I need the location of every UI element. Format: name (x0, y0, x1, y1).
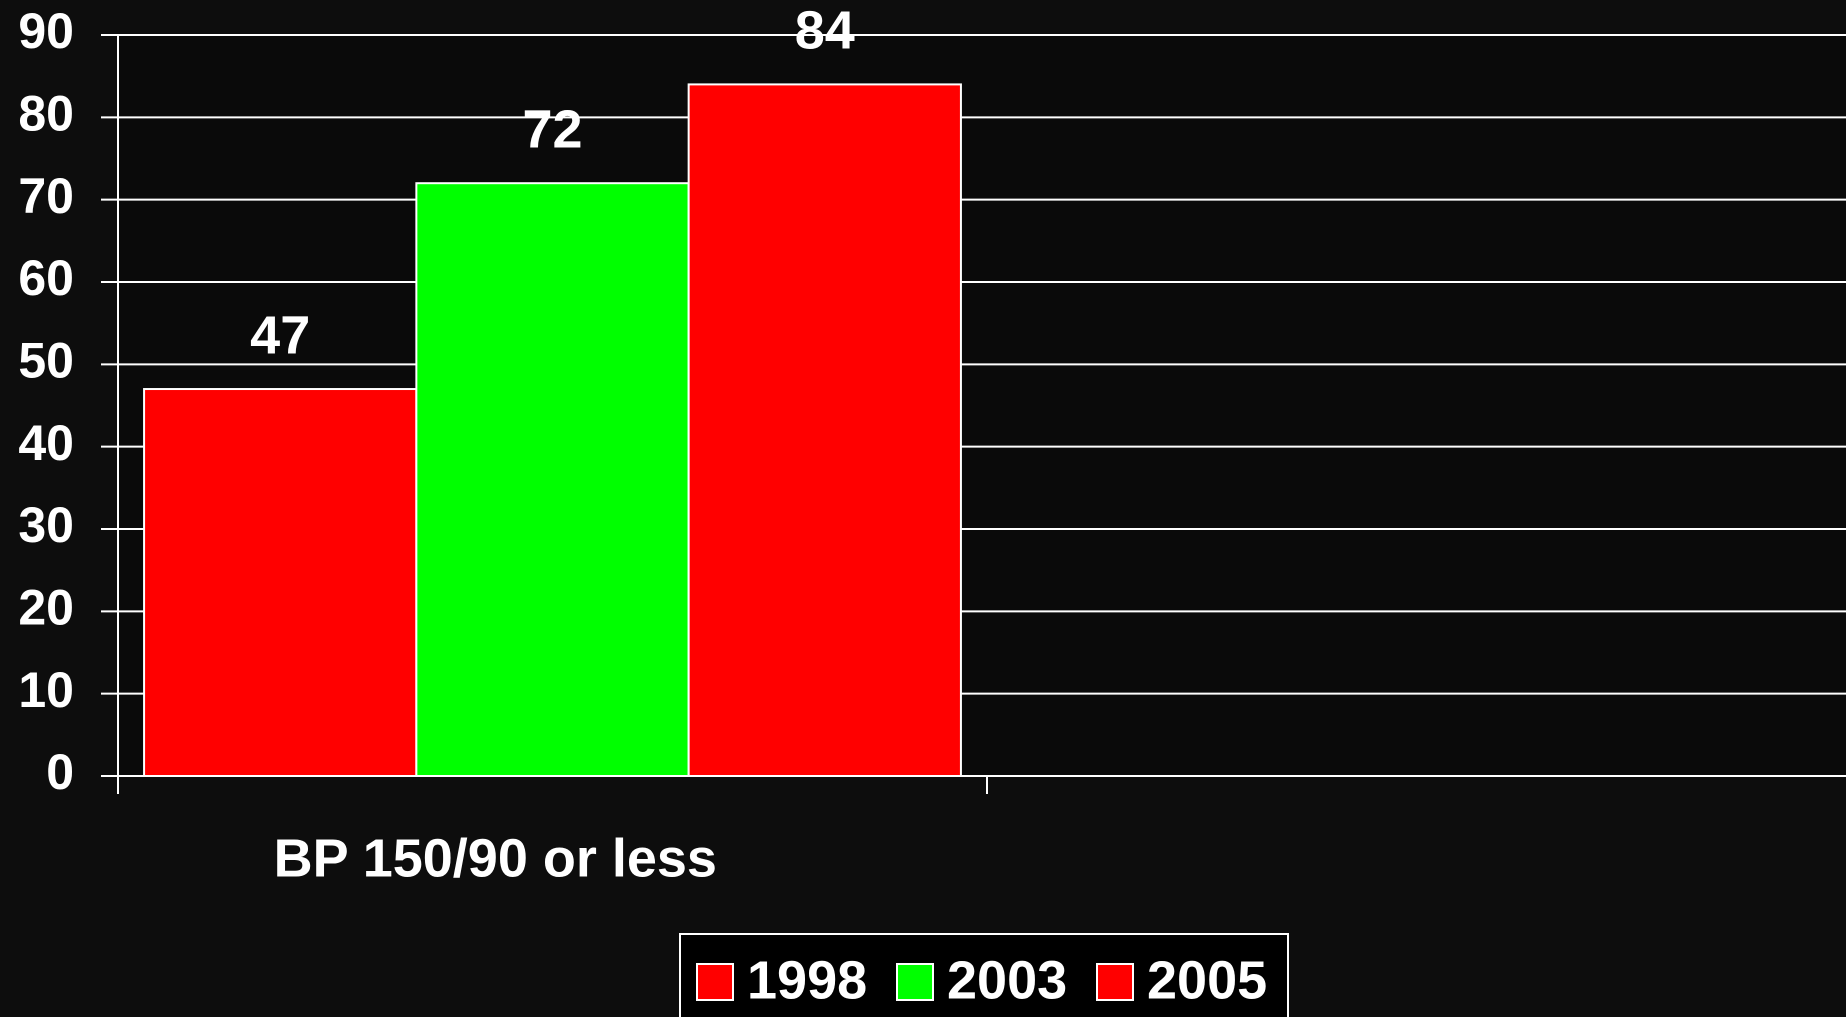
data-label: 47 (250, 305, 310, 365)
legend-box (679, 933, 1289, 1017)
legend-swatch (1096, 963, 1134, 1001)
y-tick-label: 50 (18, 333, 74, 389)
x-tick-label: BP 150/90 or less (274, 828, 717, 888)
y-tick-label: 30 (18, 497, 74, 553)
data-label: 84 (795, 1, 855, 61)
y-tick-label: 20 (18, 580, 74, 636)
y-tick-label: 70 (18, 168, 74, 224)
data-label: 72 (522, 99, 582, 159)
legend-label: 1998 (747, 950, 867, 1010)
legend-swatch (896, 963, 934, 1001)
legend-swatch (696, 963, 734, 1001)
y-tick-label: 0 (46, 744, 74, 800)
legend-label: 2005 (1147, 950, 1267, 1010)
bar (143, 388, 418, 777)
legend-label: 2003 (947, 950, 1067, 1010)
y-tick-label: 10 (18, 662, 74, 718)
y-tick-label: 80 (18, 86, 74, 142)
y-tick-label: 60 (18, 250, 74, 306)
y-tick-label: 40 (18, 415, 74, 471)
bar (687, 83, 962, 777)
bar (415, 182, 690, 777)
y-tick-label: 90 (18, 3, 74, 59)
